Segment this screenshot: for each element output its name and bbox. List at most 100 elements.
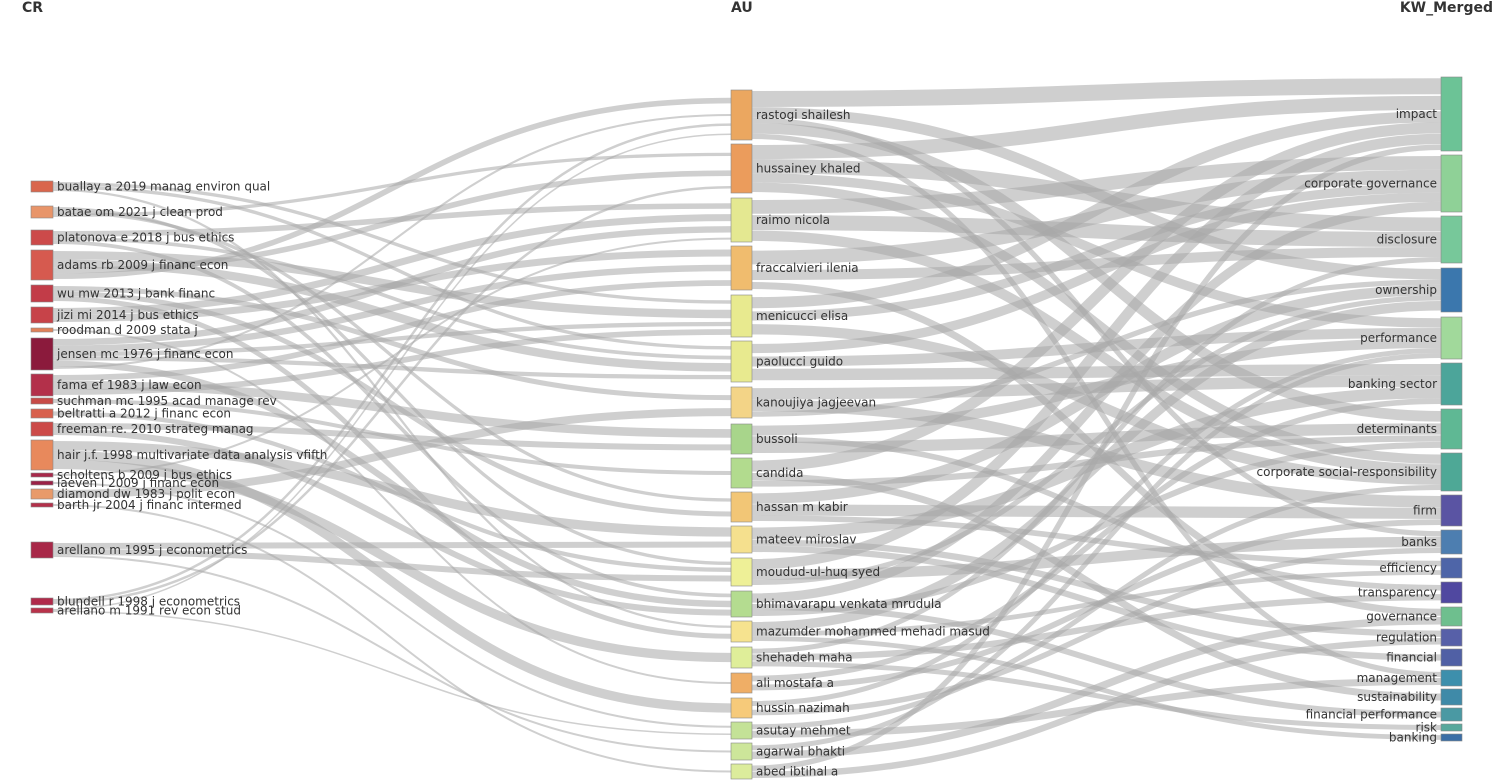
kw-node-11[interactable] — [1440, 581, 1463, 604]
au-node-11[interactable] — [730, 557, 753, 587]
au-node-19[interactable] — [730, 763, 753, 780]
cr-au-link-23 — [52, 360, 732, 608]
cr-au-link-22 — [52, 356, 732, 380]
au-kw-link-30 — [751, 284, 1442, 504]
cr-node-16[interactable] — [30, 502, 54, 508]
kw-label-19: banking — [1389, 731, 1437, 745]
cr-au-link-13 — [52, 286, 732, 401]
kw-node-15[interactable] — [1440, 669, 1463, 687]
kw-node-9[interactable] — [1440, 529, 1463, 555]
cr-node-17[interactable] — [30, 541, 54, 559]
kw-node-12[interactable] — [1440, 606, 1463, 627]
kw-node-3[interactable] — [1440, 267, 1463, 313]
cr-au-link-5 — [52, 152, 732, 217]
au-label-14: shehadeh maha — [756, 651, 853, 665]
au-node-4[interactable] — [730, 294, 753, 338]
cr-node-6[interactable] — [30, 327, 54, 333]
au-node-16[interactable] — [730, 697, 753, 719]
cr-label-14: laeven l 2009 j financ econ — [57, 476, 219, 490]
cr-label-6: roodman d 2009 stata j — [57, 323, 198, 337]
kw-node-10[interactable] — [1440, 557, 1463, 579]
au-label-19: abed ibtihal a — [756, 765, 838, 779]
au-label-11: moudud-ul-huq syed — [756, 565, 880, 579]
au-node-10[interactable] — [730, 525, 753, 554]
cr-au-link-45 — [52, 610, 732, 735]
kw-node-2[interactable] — [1440, 215, 1463, 264]
cr-node-0[interactable] — [30, 180, 54, 193]
kw-node-19[interactable] — [1440, 733, 1463, 742]
kw-node-18[interactable] — [1440, 723, 1463, 732]
kw-node-0[interactable] — [1440, 76, 1463, 152]
kw-node-1[interactable] — [1440, 154, 1463, 213]
cr-node-1[interactable] — [30, 205, 54, 219]
au-node-12[interactable] — [730, 590, 753, 618]
cr-node-14[interactable] — [30, 480, 54, 486]
cr-node-8[interactable] — [30, 373, 54, 397]
au-kw-link-39 — [751, 201, 1442, 603]
kw-node-4[interactable] — [1440, 316, 1463, 360]
cr-node-10[interactable] — [30, 408, 54, 419]
au-node-17[interactable] — [730, 721, 753, 740]
kw-node-13[interactable] — [1440, 628, 1463, 647]
cr-au-link-40 — [52, 549, 732, 582]
au-node-9[interactable] — [730, 491, 753, 523]
cr-label-1: batae om 2021 j clean prod — [57, 205, 223, 219]
kw-label-3: ownership — [1375, 283, 1437, 297]
kw-node-17[interactable] — [1440, 707, 1463, 722]
cr-node-9[interactable] — [30, 397, 54, 405]
cr-node-2[interactable] — [30, 229, 54, 246]
cr-label-4: wu mw 2013 j bank financ — [57, 287, 215, 301]
cr-node-5[interactable] — [30, 306, 54, 324]
au-label-12: bhimavarapu venkata mrudula — [756, 597, 942, 611]
cr-node-12[interactable] — [30, 439, 54, 471]
cr-node-7[interactable] — [30, 337, 54, 371]
kw-label-9: banks — [1401, 535, 1437, 549]
cr-au-link-16 — [52, 214, 732, 315]
au-label-5: paolucci guido — [756, 355, 843, 369]
cr-node-3[interactable] — [30, 249, 54, 281]
cr-au-link-12 — [52, 97, 732, 279]
kw-label-18: risk — [1416, 721, 1438, 735]
cr-node-19[interactable] — [30, 607, 54, 614]
kw-label-10: efficiency — [1379, 561, 1437, 575]
au-kw-link-57 — [751, 638, 1442, 778]
cr-label-16: barth jr 2004 j financ intermed — [57, 498, 242, 512]
kw-label-4: performance — [1360, 331, 1437, 345]
cr-node-11[interactable] — [30, 421, 54, 437]
au-kw-link-36 — [751, 133, 1442, 570]
au-node-8[interactable] — [730, 457, 753, 489]
cr-au-link-34 — [52, 459, 732, 663]
au-node-2[interactable] — [730, 197, 753, 243]
au-kw-link-0 — [751, 78, 1442, 107]
au-node-6[interactable] — [730, 386, 753, 419]
au-label-4: menicucci elisa — [756, 309, 848, 323]
kw-node-14[interactable] — [1440, 648, 1463, 667]
au-node-5[interactable] — [730, 340, 753, 383]
au-node-13[interactable] — [730, 620, 753, 643]
cr-label-17: arellano m 1995 j econometrics — [57, 543, 247, 557]
cr-node-4[interactable] — [30, 284, 54, 303]
au-node-1[interactable] — [730, 143, 753, 194]
kw-node-7[interactable] — [1440, 452, 1463, 492]
au-label-8: candida — [756, 466, 803, 480]
cr-au-link-35 — [52, 237, 732, 476]
au-node-3[interactable] — [730, 245, 753, 291]
au-kw-link-55 — [751, 617, 1442, 759]
kw-node-8[interactable] — [1440, 494, 1463, 527]
au-node-14[interactable] — [730, 646, 753, 669]
kw-node-5[interactable] — [1440, 362, 1463, 406]
cr-node-15[interactable] — [30, 488, 54, 500]
au-node-7[interactable] — [730, 423, 753, 455]
kw-node-16[interactable] — [1440, 688, 1463, 706]
au-node-18[interactable] — [730, 742, 753, 761]
au-label-6: kanoujiya jagjeevan — [756, 396, 876, 410]
kw-label-16: sustainability — [1357, 690, 1437, 704]
kw-node-6[interactable] — [1440, 408, 1463, 450]
cr-au-link-33 — [52, 450, 732, 713]
au-node-15[interactable] — [730, 672, 753, 694]
kw-label-14: financial — [1386, 651, 1437, 665]
cr-node-13[interactable] — [30, 472, 54, 478]
au-node-0[interactable] — [730, 89, 753, 141]
kw-label-15: management — [1357, 671, 1438, 685]
cr-node-18[interactable] — [30, 597, 54, 606]
